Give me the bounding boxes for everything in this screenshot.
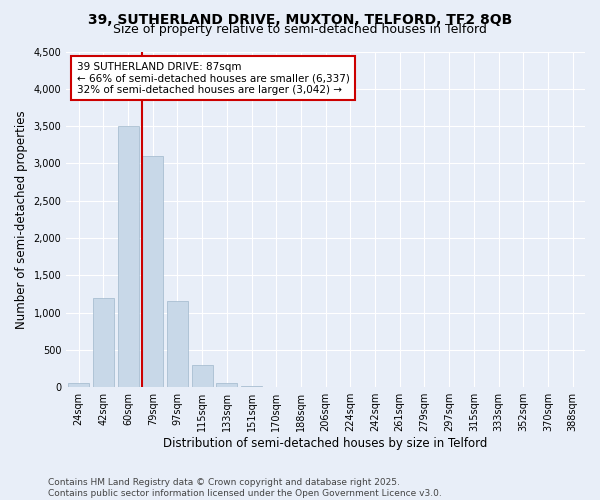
X-axis label: Distribution of semi-detached houses by size in Telford: Distribution of semi-detached houses by … [163, 437, 488, 450]
Bar [191, 365, 212, 387]
Text: Size of property relative to semi-detached houses in Telford: Size of property relative to semi-detach… [113, 22, 487, 36]
Bar [217, 382, 238, 387]
Bar [93, 298, 114, 387]
Text: 39, SUTHERLAND DRIVE, MUXTON, TELFORD, TF2 8QB: 39, SUTHERLAND DRIVE, MUXTON, TELFORD, T… [88, 12, 512, 26]
Bar [118, 126, 139, 387]
Bar [167, 302, 188, 387]
Bar [241, 386, 262, 387]
Text: Contains HM Land Registry data © Crown copyright and database right 2025.
Contai: Contains HM Land Registry data © Crown c… [48, 478, 442, 498]
Text: 39 SUTHERLAND DRIVE: 87sqm
← 66% of semi-detached houses are smaller (6,337)
32%: 39 SUTHERLAND DRIVE: 87sqm ← 66% of semi… [77, 62, 350, 95]
Bar [68, 382, 89, 387]
Y-axis label: Number of semi-detached properties: Number of semi-detached properties [15, 110, 28, 328]
Bar [142, 156, 163, 387]
